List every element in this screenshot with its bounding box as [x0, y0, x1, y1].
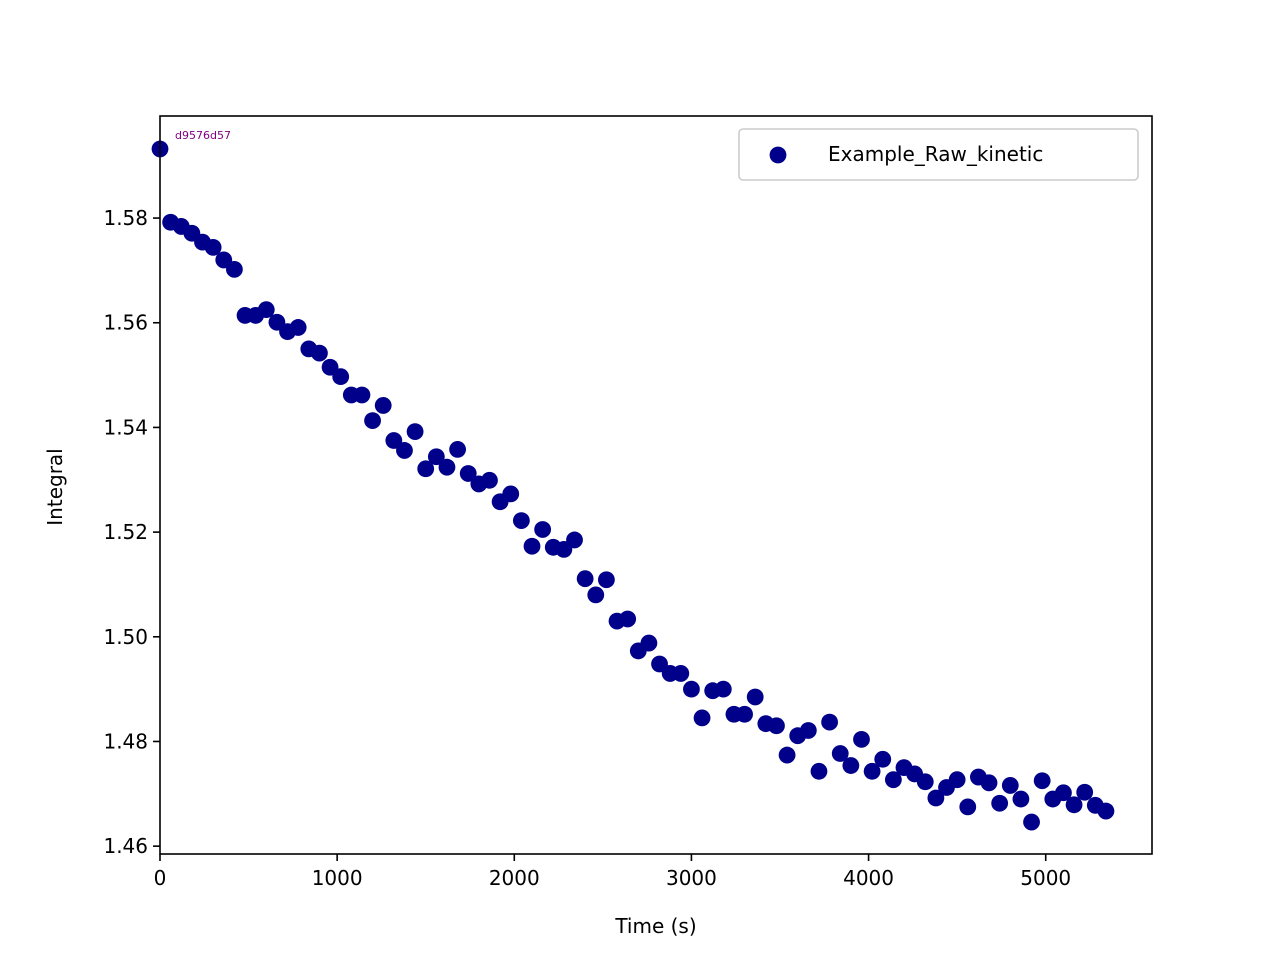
data-point	[619, 610, 637, 628]
data-point	[406, 423, 424, 441]
data-point	[736, 705, 753, 723]
data-point	[566, 531, 583, 549]
data-point	[481, 471, 498, 489]
data-point	[693, 709, 711, 727]
y-tick-label: 1.48	[103, 729, 148, 753]
data-point	[364, 412, 381, 430]
data-point	[523, 537, 541, 555]
y-axis: 1.46 1.48 1.50 1.52 1.54 1.56 1.58	[103, 206, 160, 858]
data-point	[1012, 790, 1030, 808]
x-tick-label: 0	[154, 866, 167, 890]
x-tick-label: 3000	[666, 866, 717, 890]
data-point	[311, 344, 328, 362]
data-point	[948, 771, 966, 789]
x-axis: 0 1000 2000 3000 4000 5000	[154, 854, 1071, 890]
y-tick-label: 1.46	[103, 834, 148, 858]
y-tick-label: 1.58	[103, 206, 148, 230]
data-point	[512, 512, 530, 529]
data-point	[821, 713, 838, 731]
data-point	[746, 688, 764, 706]
data-point	[226, 260, 243, 278]
data-point	[991, 794, 1009, 812]
y-axis-label: Integral	[43, 448, 67, 525]
data-point	[768, 717, 785, 735]
data-point	[534, 521, 552, 538]
data-point	[587, 586, 605, 604]
legend-marker	[769, 146, 787, 164]
data-point	[1033, 772, 1051, 790]
data-point	[1065, 796, 1083, 814]
data-point	[289, 319, 307, 336]
data-point	[438, 458, 456, 476]
x-tick-label: 5000	[1020, 866, 1071, 890]
data-point	[640, 634, 658, 652]
data-point	[1076, 783, 1094, 801]
data-point	[927, 789, 945, 807]
x-tick-label: 4000	[843, 866, 894, 890]
data-point	[916, 773, 934, 791]
data-point	[576, 570, 594, 588]
data-point	[831, 745, 849, 762]
data-point	[459, 465, 477, 482]
data-point	[502, 485, 520, 503]
data-points	[151, 140, 1115, 831]
data-point	[1055, 784, 1072, 802]
data-point	[980, 774, 998, 792]
data-point	[449, 441, 466, 458]
data-point	[842, 757, 860, 774]
data-point	[799, 722, 817, 739]
y-tick-label: 1.52	[103, 520, 148, 544]
data-point	[417, 460, 435, 478]
data-point	[1023, 813, 1040, 831]
legend: Example_Raw_kinetic	[738, 128, 1139, 181]
data-point	[1001, 777, 1019, 794]
y-tick-label: 1.50	[103, 625, 148, 649]
plot-annotation: d9576d57	[175, 129, 231, 142]
x-tick-label: 1000	[312, 866, 363, 890]
data-point	[353, 386, 371, 404]
data-point	[863, 762, 881, 780]
data-point	[385, 432, 403, 449]
data-point	[427, 448, 445, 466]
data-point	[204, 238, 222, 256]
data-point	[598, 571, 615, 589]
y-tick-label: 1.54	[103, 415, 148, 439]
data-point	[396, 442, 413, 459]
x-axis-label: Time (s)	[614, 914, 696, 938]
data-point	[374, 397, 392, 414]
data-point	[672, 665, 690, 682]
data-point	[683, 680, 700, 698]
legend-box	[738, 128, 1139, 181]
data-point	[778, 746, 796, 764]
data-point	[853, 730, 870, 748]
axes-frame	[159, 115, 1153, 855]
data-point	[959, 798, 977, 816]
legend-label: Example_Raw_kinetic	[828, 142, 1043, 166]
data-point	[332, 368, 350, 386]
y-tick-label: 1.56	[103, 311, 148, 335]
data-point	[810, 762, 828, 780]
data-point	[257, 301, 275, 319]
data-point	[1097, 802, 1115, 820]
data-point	[874, 750, 892, 768]
x-tick-label: 2000	[489, 866, 540, 890]
data-point	[884, 771, 902, 789]
data-point	[714, 680, 732, 698]
